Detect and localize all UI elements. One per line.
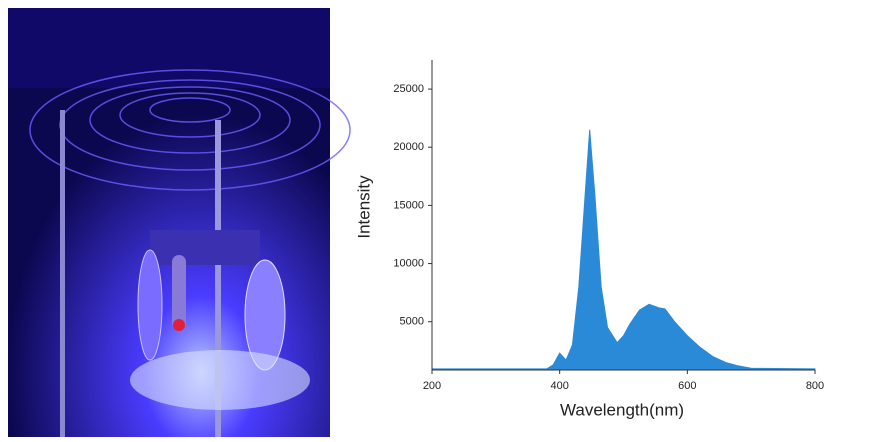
page: Wavelength(nm) Intensity 5000 10000 15000 2… [0, 0, 879, 437]
y-tick-label: 25000 [393, 83, 424, 95]
photo [8, 8, 350, 437]
x-tick-label: 400 [550, 380, 568, 392]
x-tick-label: 600 [678, 380, 696, 392]
sample [173, 319, 185, 331]
y-tick-label: 15000 [393, 199, 424, 211]
photo-top [8, 8, 330, 88]
x-tick-label: 200 [423, 380, 441, 392]
x-axis-label: Wavelength(nm) [560, 400, 684, 419]
y-tick-label: 10000 [393, 257, 424, 269]
light-spot [130, 350, 310, 410]
rack [150, 230, 260, 265]
y-tick-label: 5000 [400, 316, 424, 328]
spectrum-area [432, 130, 815, 370]
y-axis-label: Intensity [354, 175, 373, 239]
y-tick-label: 20000 [393, 141, 424, 153]
rod [60, 110, 65, 437]
x-tick-label: 800 [806, 380, 824, 392]
lamp [138, 250, 162, 360]
tube [172, 255, 186, 330]
